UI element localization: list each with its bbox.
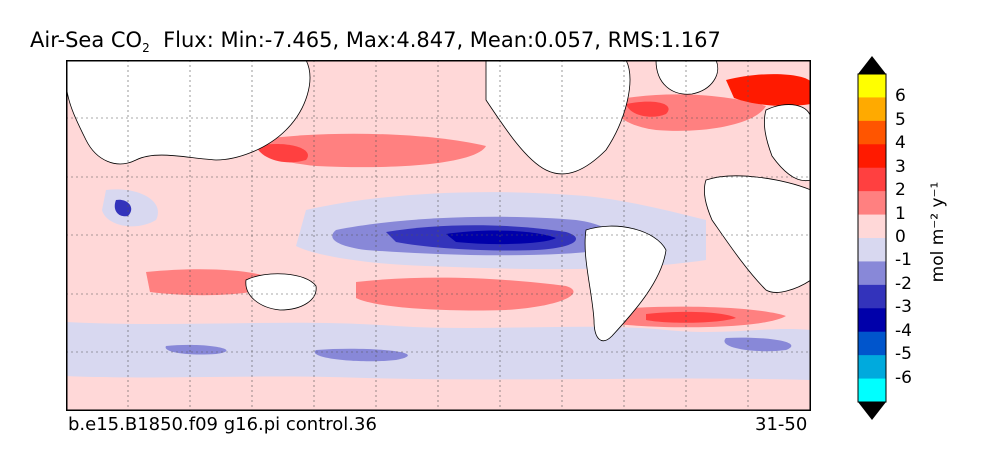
colorbar-tick-label: -1 [895,250,912,271]
colorbar-tick-label: 5 [895,109,906,130]
colorbar-swatch [858,74,886,98]
colorbar-swatch [858,167,886,192]
colorbar-tick-label: 4 [895,133,906,154]
land-australia [245,273,317,311]
southern-ocean-deep-3 [724,337,792,352]
colorbar-tick-label: -2 [895,273,912,294]
kuroshio-positive [256,143,308,163]
north-atlantic-strong [626,101,669,117]
colorbar-swatch [858,284,886,309]
colorbar-label: mol m⁻² y⁻¹ [928,181,948,283]
colorbar [857,56,887,420]
land-north-america [485,60,631,175]
colorbar-tick-label: -6 [895,367,912,388]
land-south-america [584,225,667,342]
colorbar-swatch [858,191,886,216]
colorbar-swatch [858,308,886,333]
colorbar-swatch [858,378,886,403]
colorbar-swatch [858,97,886,122]
colorbar-tick-label: 0 [895,227,906,247]
colorbar-frame [857,73,887,403]
colorbar-swatch [858,331,886,356]
colorbar-extend-bottom [858,402,886,420]
arabian-sea-negative [114,199,132,217]
colorbar-swatch [858,355,886,380]
colorbar-tick-label: 1 [895,203,906,224]
colorbar-swatch [858,120,886,145]
land-greenland [655,60,718,95]
colorbar-tick-label: 2 [895,180,906,201]
colorbar-extend-top [858,56,886,74]
title-subscript: 2 [142,41,150,56]
case-name-caption: b.e15.B1850.f09 g16.pi control.36 [68,414,377,435]
colorbar-tick-label: 6 [895,86,906,107]
colorbar-swatch [858,238,886,262]
years-caption: 31-50 [755,414,808,435]
colorbar-swatch [858,261,886,286]
tropical-pacific-negative-4 [446,230,556,245]
south-indian-positive [146,269,276,296]
map-frame [66,60,811,411]
colorbar-tick-label: 3 [895,156,906,177]
plot-title: Air-Sea CO2 Flux: Min:-7.465, Max:4.847,… [30,28,721,55]
colorbar-swatch [858,144,886,169]
land-eurasia [66,60,311,165]
title-stats: Flux: Min:-7.465, Max:4.847, Mean:0.057,… [163,28,721,52]
land-africa [704,175,811,293]
north-pacific-positive [256,133,486,168]
colorbar-tick-label: -4 [895,320,912,341]
colorbar-tick-label: -3 [895,297,912,318]
nordic-seas-strong [726,74,811,106]
flux-map [66,60,811,411]
title-prefix: Air-Sea CO [30,28,143,52]
south-atlantic-positive-strong [646,311,736,323]
graticule [66,60,811,411]
antarctic-band [66,380,811,411]
colorbar-tick-label: -5 [895,344,912,365]
south-pacific-positive [356,277,574,311]
land-europe [764,104,811,182]
colorbar-swatch [858,214,886,239]
